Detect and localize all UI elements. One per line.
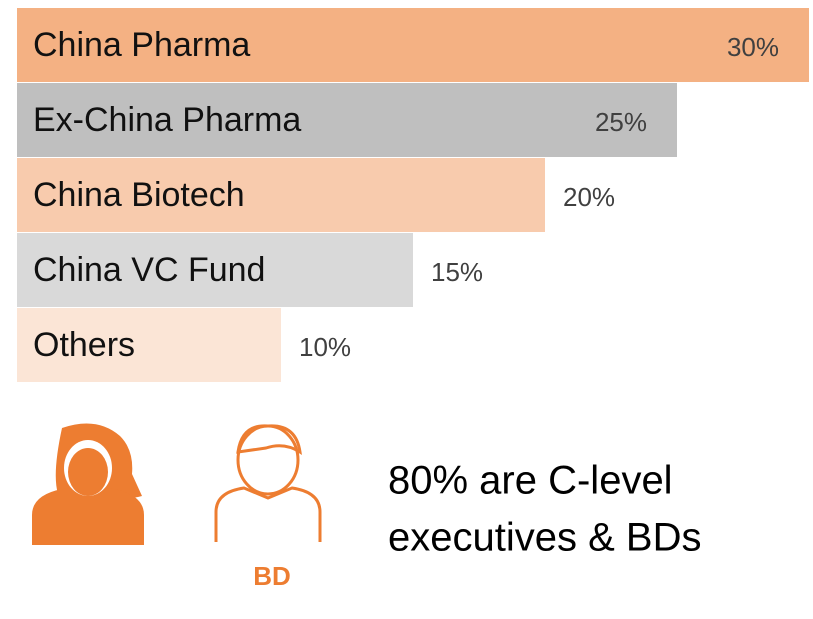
category-label: China VC Fund bbox=[33, 251, 265, 289]
bar bbox=[17, 158, 545, 232]
value-label: 20% bbox=[563, 182, 615, 212]
bar bbox=[17, 308, 281, 382]
value-label: 25% bbox=[595, 107, 647, 137]
value-label: 15% bbox=[431, 257, 483, 287]
bar bbox=[17, 233, 413, 307]
annotation: 80% are C-level bbox=[388, 459, 673, 503]
category-label: Others bbox=[33, 326, 135, 364]
woman-icon bbox=[32, 423, 144, 545]
value-label: 30% bbox=[727, 32, 779, 62]
category-label: Ex-China Pharma bbox=[33, 101, 301, 139]
bar bbox=[17, 83, 677, 157]
icon-label: BD bbox=[253, 561, 291, 591]
annotation: executives & BDs bbox=[388, 516, 701, 560]
bar bbox=[17, 8, 809, 82]
value-label: 10% bbox=[299, 332, 351, 362]
category-label: China Biotech bbox=[33, 176, 245, 214]
category-label: China Pharma bbox=[33, 26, 250, 64]
man-icon bbox=[214, 424, 322, 542]
